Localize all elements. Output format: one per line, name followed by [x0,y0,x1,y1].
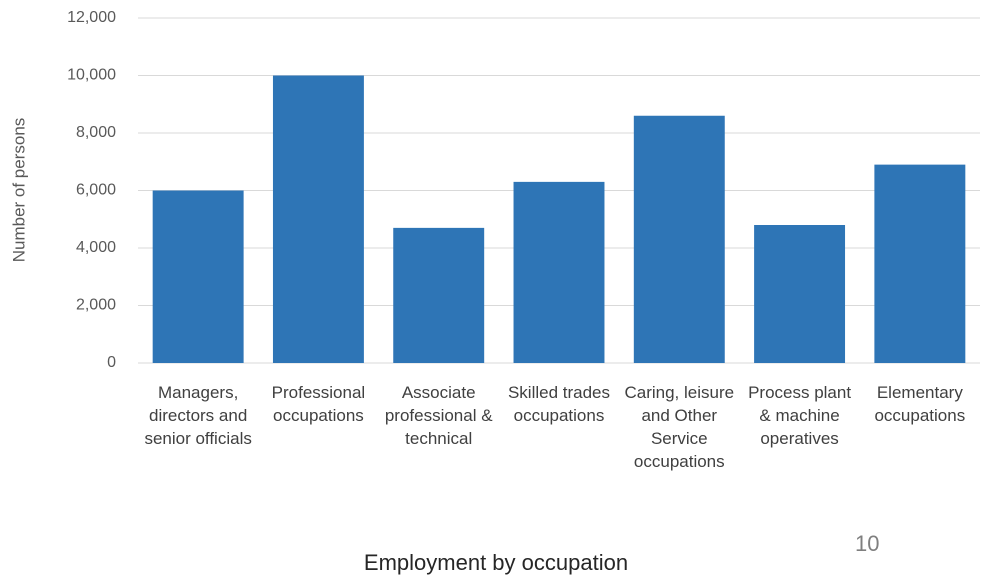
bar [272,75,364,363]
x-tick-label: Elementary occupations [874,383,966,425]
x-tick-label: Managers, directors and senior officials [144,383,252,448]
y-axis-label: Number of persons [9,118,28,263]
y-tick-label: 8,000 [76,124,116,141]
bar [152,190,244,363]
x-tick-label: Caring, leisure and Other Service occupa… [624,383,735,471]
x-axis-label: Employment by occupation [363,550,629,575]
bar [633,115,725,363]
y-tick-label: 2,000 [76,297,116,314]
y-tick-label: 6,000 [76,182,116,199]
bar [874,164,966,363]
bar [754,225,846,363]
bar [393,227,485,363]
x-tick-label: Professional occupations [271,383,366,425]
y-tick-label: 4,000 [76,239,116,256]
x-tick-label: Associate professional & technical [384,383,493,448]
y-tick-label: 0 [107,354,116,371]
bar [513,181,605,363]
y-tick-label: 12,000 [67,9,116,26]
y-tick-label: 10,000 [67,67,116,84]
x-tick-label: Process plant & machine operatives [748,383,852,448]
x-tick-label: Skilled trades occupations [507,383,611,425]
page-number: 10 [855,531,880,556]
